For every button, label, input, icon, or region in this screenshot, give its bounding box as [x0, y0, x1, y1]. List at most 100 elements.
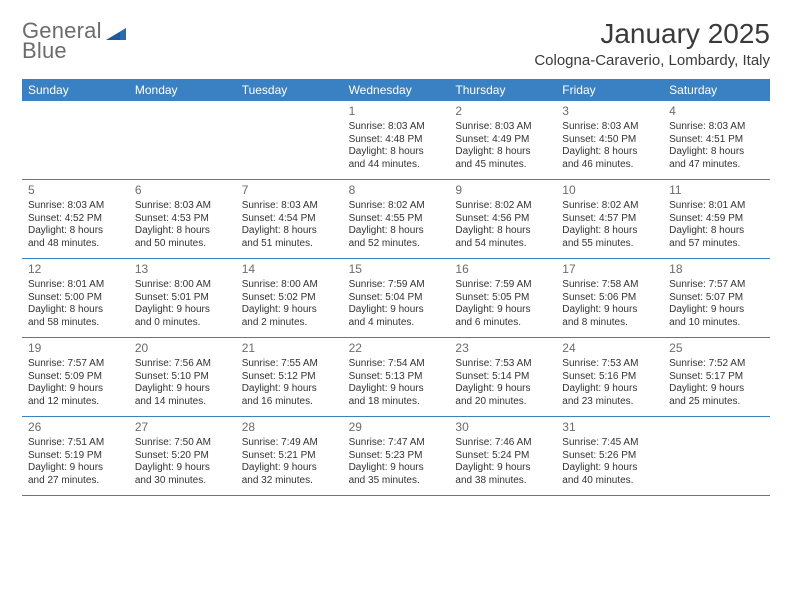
day-line: Sunset: 4:59 PM	[669, 213, 764, 226]
logo-triangle-icon	[106, 24, 126, 40]
day-info: Sunrise: 7:57 AMSunset: 5:09 PMDaylight:…	[28, 358, 123, 408]
day-cell: 13 Sunrise: 8:00 AMSunset: 5:01 PMDayligh…	[129, 259, 236, 337]
day-info: Sunrise: 7:57 AMSunset: 5:07 PMDaylight:…	[669, 279, 764, 329]
day-line: and 18 minutes.	[349, 396, 444, 409]
day-number: 22	[349, 341, 444, 356]
day-line: Sunrise: 8:00 AM	[242, 279, 337, 292]
day-info: Sunrise: 8:00 AMSunset: 5:02 PMDaylight:…	[242, 279, 337, 329]
day-line: Sunrise: 7:56 AM	[135, 358, 230, 371]
day-info: Sunrise: 8:00 AMSunset: 5:01 PMDaylight:…	[135, 279, 230, 329]
day-line: Sunrise: 8:01 AM	[669, 200, 764, 213]
day-line: Daylight: 9 hours	[242, 462, 337, 475]
day-line: Sunset: 5:07 PM	[669, 292, 764, 305]
day-number: 10	[562, 183, 657, 198]
day-line: and 32 minutes.	[242, 475, 337, 488]
day-cell: 20 Sunrise: 7:56 AMSunset: 5:10 PMDayligh…	[129, 338, 236, 416]
day-info: Sunrise: 8:03 AMSunset: 4:52 PMDaylight:…	[28, 200, 123, 250]
day-info: Sunrise: 8:02 AMSunset: 4:55 PMDaylight:…	[349, 200, 444, 250]
day-line: Sunrise: 7:46 AM	[455, 437, 550, 450]
day-line: Daylight: 8 hours	[135, 225, 230, 238]
day-line: Daylight: 9 hours	[455, 383, 550, 396]
day-cell: 16Sunrise: 7:59 AMSunset: 5:05 PMDayligh…	[449, 259, 556, 337]
day-info: Sunrise: 7:59 AMSunset: 5:04 PMDaylight:…	[349, 279, 444, 329]
day-line: Sunset: 5:04 PM	[349, 292, 444, 305]
day-line: Daylight: 9 hours	[28, 462, 123, 475]
day-info: Sunrise: 7:56 AMSunset: 5:10 PMDaylight:…	[135, 358, 230, 408]
day-cell	[236, 101, 343, 179]
day-cell: 9Sunrise: 8:02 AMSunset: 4:56 PMDaylight…	[449, 180, 556, 258]
day-number: 13	[135, 262, 230, 277]
day-info: Sunrise: 7:46 AMSunset: 5:24 PMDaylight:…	[455, 437, 550, 487]
day-line: Daylight: 8 hours	[669, 225, 764, 238]
day-line: Sunrise: 8:00 AM	[135, 279, 230, 292]
day-line: Sunrise: 8:03 AM	[28, 200, 123, 213]
day-number: 12	[28, 262, 123, 277]
day-line: Sunset: 4:50 PM	[562, 134, 657, 147]
calendar-body: 1Sunrise: 8:03 AMSunset: 4:48 PMDaylight…	[22, 101, 770, 496]
day-line: and 52 minutes.	[349, 238, 444, 251]
day-info: Sunrise: 8:02 AMSunset: 4:56 PMDaylight:…	[455, 200, 550, 250]
day-number: 5	[28, 183, 123, 198]
day-cell: 26Sunrise: 7:51 AMSunset: 5:19 PMDayligh…	[22, 417, 129, 495]
day-cell	[663, 417, 770, 495]
day-cell: 30Sunrise: 7:46 AMSunset: 5:24 PMDayligh…	[449, 417, 556, 495]
month-title: January 2025	[534, 18, 770, 50]
day-line: Daylight: 9 hours	[28, 383, 123, 396]
day-line: Daylight: 9 hours	[135, 304, 230, 317]
day-line: and 8 minutes.	[562, 317, 657, 330]
day-line: Sunset: 4:54 PM	[242, 213, 337, 226]
day-line: Sunset: 5:06 PM	[562, 292, 657, 305]
day-number: 6	[135, 183, 230, 198]
day-line: Daylight: 9 hours	[562, 462, 657, 475]
day-line: and 51 minutes.	[242, 238, 337, 251]
day-line: Daylight: 8 hours	[28, 225, 123, 238]
day-line: Sunrise: 7:51 AM	[28, 437, 123, 450]
day-line: Daylight: 8 hours	[349, 146, 444, 159]
day-line: Sunrise: 8:01 AM	[28, 279, 123, 292]
dow-cell: Saturday	[663, 79, 770, 101]
day-line: Sunrise: 7:59 AM	[455, 279, 550, 292]
day-line: Sunset: 5:21 PM	[242, 450, 337, 463]
day-line: Daylight: 9 hours	[349, 304, 444, 317]
day-line: Sunset: 5:19 PM	[28, 450, 123, 463]
day-cell: 19Sunrise: 7:57 AMSunset: 5:09 PMDayligh…	[22, 338, 129, 416]
day-info: Sunrise: 7:53 AMSunset: 5:16 PMDaylight:…	[562, 358, 657, 408]
day-cell	[22, 101, 129, 179]
day-line: Sunrise: 8:03 AM	[135, 200, 230, 213]
day-cell	[129, 101, 236, 179]
day-number: 29	[349, 420, 444, 435]
day-line: and 10 minutes.	[669, 317, 764, 330]
day-cell: 4Sunrise: 8:03 AMSunset: 4:51 PMDaylight…	[663, 101, 770, 179]
day-cell: 23Sunrise: 7:53 AMSunset: 5:14 PMDayligh…	[449, 338, 556, 416]
day-info: Sunrise: 7:45 AMSunset: 5:26 PMDaylight:…	[562, 437, 657, 487]
day-number: 20	[135, 341, 230, 356]
day-line: Sunset: 4:48 PM	[349, 134, 444, 147]
day-number: 17	[562, 262, 657, 277]
day-line: Daylight: 9 hours	[135, 462, 230, 475]
day-cell: 24Sunrise: 7:53 AMSunset: 5:16 PMDayligh…	[556, 338, 663, 416]
day-info: Sunrise: 8:03 AMSunset: 4:48 PMDaylight:…	[349, 121, 444, 171]
day-line: Daylight: 8 hours	[242, 225, 337, 238]
day-number: 15	[349, 262, 444, 277]
day-line: Daylight: 9 hours	[562, 383, 657, 396]
day-info: Sunrise: 8:01 AMSunset: 4:59 PMDaylight:…	[669, 200, 764, 250]
day-info: Sunrise: 7:54 AMSunset: 5:13 PMDaylight:…	[349, 358, 444, 408]
dow-cell: Sunday	[22, 79, 129, 101]
day-number: 3	[562, 104, 657, 119]
day-line: and 57 minutes.	[669, 238, 764, 251]
day-cell: 11Sunrise: 8:01 AMSunset: 4:59 PMDayligh…	[663, 180, 770, 258]
day-line: and 44 minutes.	[349, 159, 444, 172]
day-cell: 3 Sunrise: 8:03 AMSunset: 4:50 PMDaylight…	[556, 101, 663, 179]
day-cell: 27Sunrise: 7:50 AMSunset: 5:20 PMDayligh…	[129, 417, 236, 495]
day-info: Sunrise: 8:03 AMSunset: 4:50 PMDaylight:…	[562, 121, 657, 171]
day-number: 27	[135, 420, 230, 435]
day-line: Daylight: 8 hours	[562, 225, 657, 238]
day-line: Sunrise: 7:57 AM	[28, 358, 123, 371]
day-info: Sunrise: 8:02 AMSunset: 4:57 PMDaylight:…	[562, 200, 657, 250]
logo-text: General Blue	[22, 18, 126, 64]
day-line: and 50 minutes.	[135, 238, 230, 251]
day-line: Sunset: 5:17 PM	[669, 371, 764, 384]
day-line: Sunset: 4:57 PM	[562, 213, 657, 226]
day-line: Sunrise: 7:58 AM	[562, 279, 657, 292]
day-line: Daylight: 9 hours	[349, 462, 444, 475]
